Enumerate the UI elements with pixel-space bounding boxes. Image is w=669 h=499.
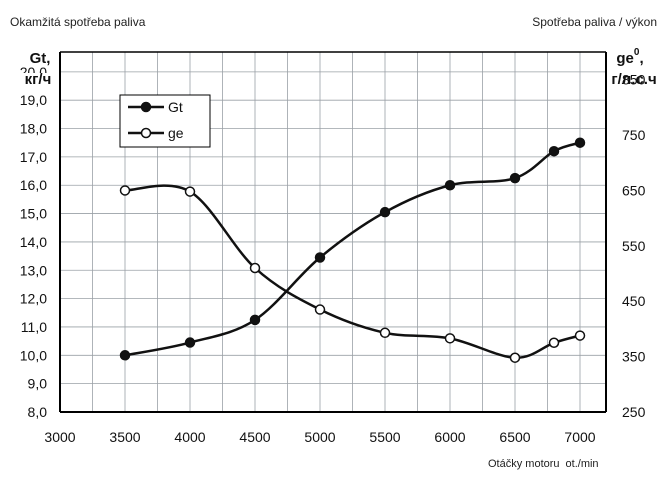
header-right-text: Spotřeba paliva / výkon bbox=[532, 15, 657, 29]
y-left-tick-label: 11,0 bbox=[21, 319, 47, 335]
y-right-tick-label: 350 bbox=[622, 349, 646, 365]
data-point-gt bbox=[314, 252, 326, 263]
x-tick-label: 6500 bbox=[499, 429, 530, 445]
data-point-gt bbox=[249, 314, 261, 326]
data-point-gt bbox=[184, 337, 196, 348]
data-point-ge bbox=[548, 337, 560, 349]
data-point-ge bbox=[184, 186, 196, 197]
y-right-tick-label: 450 bbox=[622, 293, 646, 309]
x-tick-label: 5000 bbox=[304, 429, 335, 445]
data-point-ge bbox=[249, 262, 261, 274]
data-point-gt bbox=[574, 137, 586, 148]
x-axis-label-unit: ot./min bbox=[566, 458, 599, 470]
series bbox=[119, 137, 586, 363]
data-point-ge bbox=[314, 304, 326, 315]
x-tick-label: 7000 bbox=[564, 429, 595, 445]
y-right-tick-label: 650 bbox=[622, 182, 646, 198]
legend-box bbox=[119, 94, 211, 148]
legend-ge-label: ge bbox=[168, 125, 184, 141]
y-right-axis-title: ge0, bbox=[616, 47, 643, 67]
data-point-ge bbox=[509, 352, 521, 363]
legend: Gt ge bbox=[119, 94, 211, 148]
y-right-axis-title-main: ge bbox=[616, 50, 634, 67]
header-left-text: Okamžitá spotřeba paliva bbox=[10, 15, 146, 29]
y-left-tick-label: 20,0 bbox=[20, 64, 47, 80]
y-left-tick-label: 18,0 bbox=[20, 121, 47, 137]
y-right-axis-unit: г/л.с.ч bbox=[611, 71, 656, 88]
x-tick-label: 4000 bbox=[174, 429, 205, 445]
x-tick-label: 3500 bbox=[109, 429, 140, 445]
tick-labels: 3000 3500 4000 4500 5000 5500 6000 6500 7000 8,0 9… bbox=[20, 64, 646, 445]
y-right-tick-label: 850 bbox=[622, 72, 646, 88]
y-right-tick-label: 750 bbox=[622, 127, 646, 143]
series-line-ge bbox=[124, 184, 581, 359]
x-tick-label: 3000 bbox=[44, 429, 75, 445]
data-point-ge bbox=[574, 330, 586, 341]
y-right-tick-label: 250 bbox=[622, 404, 646, 420]
legend-gt-marker bbox=[140, 101, 152, 113]
y-left-axis-unit: кг/ч bbox=[25, 71, 52, 88]
x-tick-label: 4500 bbox=[239, 429, 270, 445]
y-left-tick-label: 10,0 bbox=[20, 347, 47, 363]
y-left-tick-label: 13,0 bbox=[20, 262, 47, 278]
x-axis-label: Otáčky motoru ot./min bbox=[488, 458, 599, 470]
data-point-ge bbox=[119, 185, 131, 196]
y-left-tick-label: 12,0 bbox=[20, 291, 47, 307]
data-point-gt bbox=[509, 172, 521, 184]
data-point-ge bbox=[444, 333, 456, 344]
y-left-tick-label: 16,0 bbox=[20, 177, 47, 193]
y-left-tick-label: 19,0 bbox=[20, 92, 47, 108]
legend-ge-marker bbox=[140, 127, 152, 139]
y-left-tick-label: 9,0 bbox=[28, 376, 48, 392]
legend-gt-label: Gt bbox=[168, 99, 183, 115]
y-left-tick-label: 14,0 bbox=[20, 234, 47, 250]
y-right-tick-label: 550 bbox=[622, 238, 646, 254]
data-point-ge bbox=[379, 327, 391, 339]
y-left-tick-label: 15,0 bbox=[20, 206, 47, 222]
data-point-gt bbox=[379, 206, 391, 218]
data-point-gt bbox=[444, 179, 456, 191]
x-axis-label-text: Otáčky motoru bbox=[488, 458, 560, 470]
y-right-axis-title-comma: , bbox=[639, 50, 643, 67]
x-tick-label: 6000 bbox=[434, 429, 465, 445]
data-point-gt bbox=[548, 145, 560, 157]
y-left-axis-title: Gt, bbox=[30, 50, 51, 67]
y-left-tick-label: 8,0 bbox=[28, 404, 48, 420]
x-tick-label: 5500 bbox=[369, 429, 400, 445]
grid bbox=[59, 51, 607, 413]
y-right-axis-title-sup: 0 bbox=[634, 47, 640, 58]
data-point-gt bbox=[119, 350, 131, 361]
y-left-tick-label: 17,0 bbox=[20, 149, 47, 165]
